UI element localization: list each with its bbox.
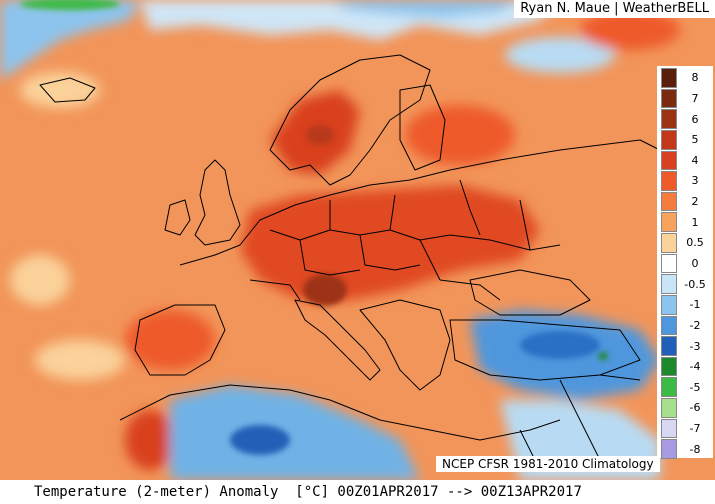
temperature-anomaly-map [0,0,715,480]
legend-swatch [661,377,677,398]
map-credit: Ryan N. Maue | WeatherBELL [514,0,715,18]
cool-region-arctic-deep [330,0,520,18]
legend-label: 3 [691,174,699,188]
coastline-north-africa [119,384,561,441]
legend-swatch [661,150,677,171]
border-lines-east [439,179,561,301]
legend-swatch [661,129,677,150]
border-lines-central [249,194,451,301]
legend-swatch [661,356,677,377]
legend-label: 5 [691,133,699,147]
legend-label: 1 [691,215,699,229]
coastline-ireland [164,199,191,236]
coastline-iberia [134,304,226,376]
legend-label: -5 [689,380,701,394]
anomaly-peak-norway [306,125,334,145]
cold-core-anatolia [520,331,600,359]
legend-swatch [661,171,677,191]
warm-region-northeast [580,10,680,50]
coastline-italy [294,299,381,381]
legend-label: 0 [691,257,699,270]
coastline-turkey [449,319,641,381]
legend-label: 8 [691,71,699,85]
warm-region-iberia [125,310,215,370]
color-legend: 8 7 6 5 4 3 2 1 0.5 0 -0.5 -1 -2 -3 -4 -5 -6 -7 -8 [657,66,713,459]
green-arctic-sliver [20,0,120,10]
legend-swatch [661,336,677,356]
legend-swatch [661,274,677,294]
coastline-black-sea [469,269,591,316]
coastline-scandinavia [269,54,431,186]
legend-swatch [661,212,677,233]
coastline-britain [194,159,241,246]
legend-label: -0.5 [684,277,706,291]
legend-swatch [661,294,677,315]
legend-label: -7 [689,422,701,436]
legend-label: 7 [691,91,699,105]
legend-swatch [661,233,677,253]
legend-label: 6 [691,112,699,126]
warm-region-morocco [125,410,175,470]
cool-patch-atlantic [10,255,70,305]
legend-swatch [661,88,677,109]
climatology-source: NCEP CFSR 1981-2010 Climatology [436,456,660,472]
coastline-continent [179,139,661,266]
cool-region-north-africa [170,385,420,480]
legend-label: -6 [689,401,701,415]
legend-label: 0.5 [686,236,704,250]
legend-label: -8 [689,442,701,456]
legend-swatch [661,418,677,439]
legend-swatch [661,68,677,88]
cool-patch-atlantic-2 [35,340,125,380]
map-caption: Temperature (2-meter) Anomaly [°C] 00Z01… [0,480,715,504]
warm-region-russia [405,105,515,165]
legend-label: -2 [689,318,701,332]
legend-label: -4 [689,360,701,374]
legend-swatch [661,315,677,336]
legend-swatch [661,253,677,274]
legend-label: 4 [691,153,699,167]
legend-swatch [661,439,677,459]
legend-swatch [661,191,677,212]
warm-region-central-europe [240,185,540,300]
cool-patch-ocean [20,72,100,108]
cool-patch-barents [505,37,615,73]
cool-region-northwest [0,0,140,80]
anomaly-peak-alps [303,274,347,306]
cold-core-atlas [230,425,290,455]
legend-swatch [661,398,677,418]
legend-swatch [661,109,677,129]
coastline-balkans [359,299,451,391]
coastline-iceland [39,77,96,103]
cold-spot-green [598,352,608,360]
legend-label: 2 [691,195,699,209]
coastline-finland [399,84,446,171]
legend-label: -1 [689,298,701,312]
legend-label: -3 [689,339,701,353]
